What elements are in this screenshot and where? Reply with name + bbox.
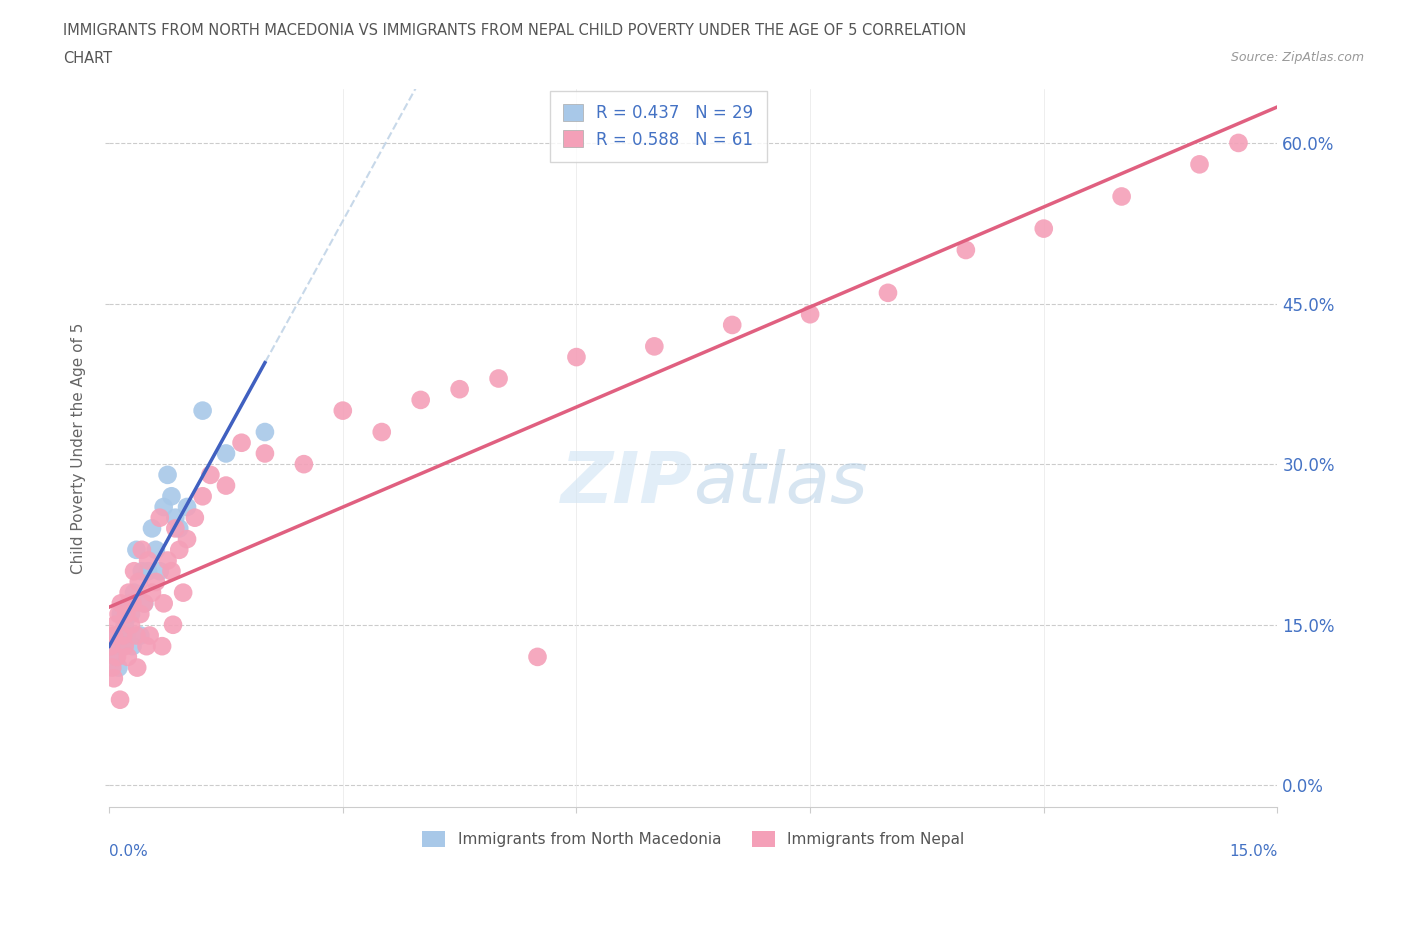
- Point: [292, 457, 315, 472]
- Text: CHART: CHART: [63, 51, 112, 66]
- Point: [107, 606, 129, 621]
- Point: [103, 671, 125, 685]
- Point: [449, 382, 471, 397]
- Point: [100, 639, 122, 654]
- Point: [160, 564, 183, 578]
- Point: [955, 243, 977, 258]
- Point: [200, 468, 222, 483]
- Point: [138, 628, 160, 643]
- Point: [104, 649, 127, 664]
- Point: [122, 564, 145, 578]
- Point: [409, 392, 432, 407]
- Point: [149, 511, 172, 525]
- Point: [108, 692, 131, 707]
- Point: [191, 489, 214, 504]
- Point: [136, 553, 159, 568]
- Point: [114, 639, 136, 654]
- Point: [125, 628, 148, 643]
- Point: [253, 425, 276, 440]
- Point: [215, 478, 238, 493]
- Text: Source: ZipAtlas.com: Source: ZipAtlas.com: [1230, 51, 1364, 64]
- Point: [103, 628, 125, 643]
- Point: [184, 511, 207, 525]
- Point: [135, 639, 157, 654]
- Point: [156, 553, 179, 568]
- Point: [150, 639, 173, 654]
- Point: [121, 596, 143, 611]
- Point: [131, 542, 153, 557]
- Point: [172, 585, 194, 600]
- Point: [120, 606, 142, 621]
- Point: [127, 660, 149, 675]
- Point: [162, 618, 184, 632]
- Point: [110, 596, 132, 611]
- Point: [134, 596, 156, 611]
- Point: [117, 585, 139, 600]
- Point: [125, 542, 148, 557]
- Point: [105, 649, 128, 664]
- Point: [152, 596, 174, 611]
- Point: [141, 521, 163, 536]
- Text: 15.0%: 15.0%: [1229, 844, 1278, 859]
- Point: [165, 521, 187, 536]
- Point: [101, 660, 124, 675]
- Point: [643, 339, 665, 353]
- Point: [136, 564, 159, 578]
- Point: [104, 618, 127, 632]
- Point: [129, 628, 152, 643]
- Point: [112, 628, 135, 643]
- Point: [115, 628, 138, 643]
- Point: [122, 585, 145, 600]
- Point: [105, 628, 128, 643]
- Point: [145, 575, 167, 590]
- Text: IMMIGRANTS FROM NORTH MACEDONIA VS IMMIGRANTS FROM NEPAL CHILD POVERTY UNDER THE: IMMIGRANTS FROM NORTH MACEDONIA VS IMMIG…: [63, 23, 966, 38]
- Point: [1032, 221, 1054, 236]
- Point: [488, 371, 510, 386]
- Point: [176, 532, 198, 547]
- Point: [141, 585, 163, 600]
- Point: [1111, 189, 1133, 204]
- Point: [145, 542, 167, 557]
- Point: [156, 468, 179, 483]
- Point: [877, 286, 900, 300]
- Point: [1227, 136, 1250, 151]
- Point: [107, 660, 129, 675]
- Point: [167, 521, 190, 536]
- Y-axis label: Child Poverty Under the Age of 5: Child Poverty Under the Age of 5: [72, 323, 86, 574]
- Point: [134, 596, 156, 611]
- Point: [371, 425, 394, 440]
- Text: ZIP: ZIP: [561, 449, 693, 518]
- Text: atlas: atlas: [693, 449, 868, 518]
- Point: [526, 649, 548, 664]
- Point: [149, 564, 172, 578]
- Point: [128, 575, 150, 590]
- Legend: Immigrants from North Macedonia, Immigrants from Nepal: Immigrants from North Macedonia, Immigra…: [416, 825, 970, 853]
- Point: [231, 435, 253, 450]
- Point: [120, 618, 142, 632]
- Point: [115, 606, 138, 621]
- Point: [152, 499, 174, 514]
- Point: [101, 639, 124, 654]
- Point: [131, 564, 153, 578]
- Point: [215, 446, 238, 461]
- Point: [112, 639, 135, 654]
- Point: [176, 499, 198, 514]
- Point: [253, 446, 276, 461]
- Point: [165, 511, 187, 525]
- Point: [114, 618, 136, 632]
- Point: [191, 404, 214, 418]
- Point: [117, 596, 139, 611]
- Point: [167, 542, 190, 557]
- Point: [117, 649, 139, 664]
- Point: [121, 639, 143, 654]
- Point: [129, 606, 152, 621]
- Text: 0.0%: 0.0%: [110, 844, 148, 859]
- Point: [1188, 157, 1211, 172]
- Point: [565, 350, 588, 365]
- Point: [799, 307, 821, 322]
- Point: [332, 404, 354, 418]
- Point: [110, 606, 132, 621]
- Point: [721, 317, 744, 332]
- Point: [160, 489, 183, 504]
